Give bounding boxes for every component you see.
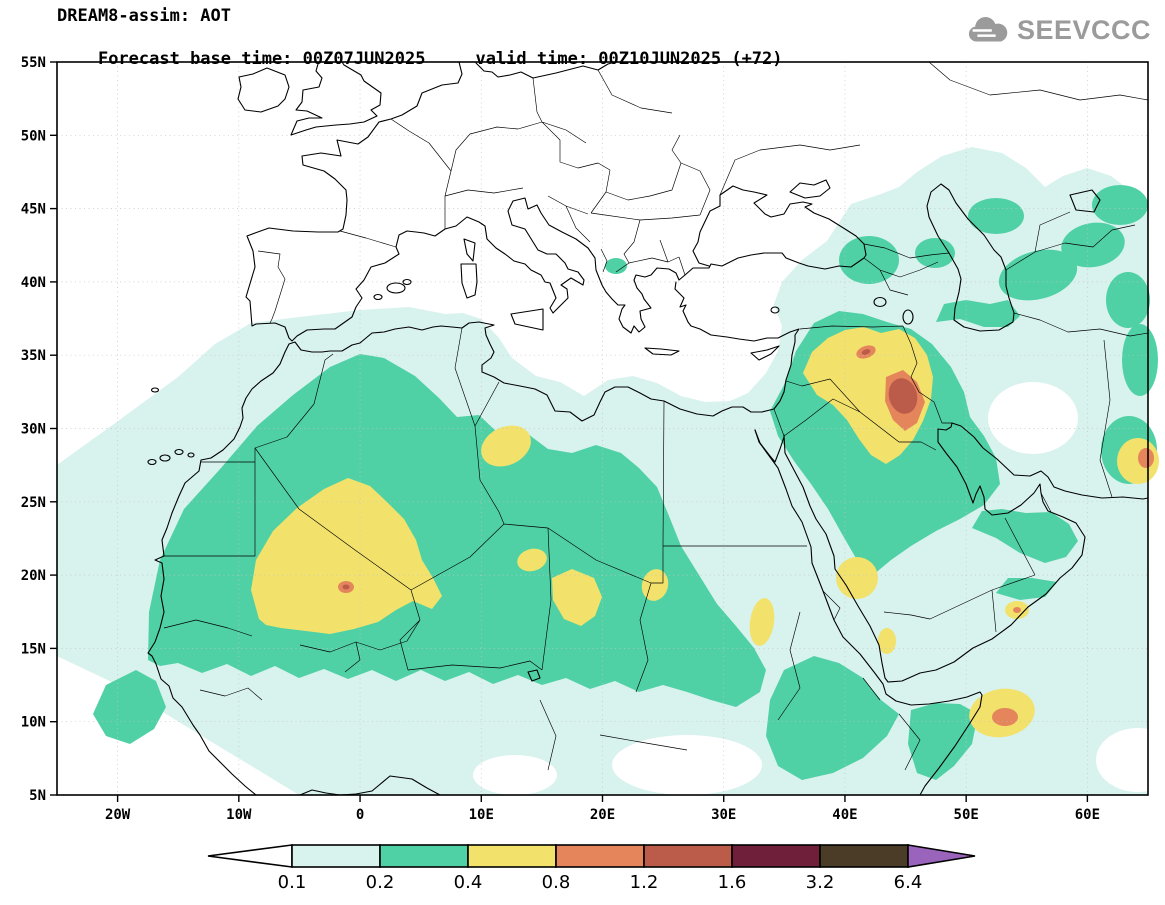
x-tick-label: 40E bbox=[832, 807, 857, 823]
colorbar-label: 0.4 bbox=[454, 872, 483, 893]
y-tick-label: 10N bbox=[21, 715, 46, 731]
aot-field bbox=[57, 147, 1165, 795]
x-tick-label: 10W bbox=[226, 807, 252, 823]
colorbar-segment bbox=[468, 845, 556, 867]
colorbar-segment bbox=[380, 845, 468, 867]
x-tick-label: 0 bbox=[356, 807, 364, 823]
colorbar-label: 3.2 bbox=[806, 872, 835, 893]
colorbar-right-arrow bbox=[908, 845, 975, 867]
y-tick-label: 45N bbox=[21, 202, 46, 218]
colorbar-label: 6.4 bbox=[894, 872, 923, 893]
colorbar-label: 0.8 bbox=[542, 872, 571, 893]
y-tick-label: 30N bbox=[21, 422, 46, 438]
colorbar-segment bbox=[820, 845, 908, 867]
x-tick-label: 50E bbox=[954, 807, 979, 823]
colorbar-label: 0.1 bbox=[278, 872, 307, 893]
x-tick-label: 30E bbox=[711, 807, 736, 823]
forecast-map: 20W 10W 0 10E 20E 30E 40E 50E 60E 5N 10N 15N 20N 25N 3… bbox=[0, 0, 1165, 905]
forecast-plot-page: DREAM8-assim: AOT Forecast base time: 00… bbox=[0, 0, 1165, 905]
colorbar-label: 0.2 bbox=[366, 872, 395, 893]
y-tick-label: 35N bbox=[21, 348, 46, 364]
colorbar-segment bbox=[292, 845, 380, 867]
y-tick-label: 25N bbox=[21, 495, 46, 511]
y-tick-label: 40N bbox=[21, 275, 46, 291]
y-tick-label: 5N bbox=[29, 788, 46, 804]
x-tick-label: 10E bbox=[469, 807, 494, 823]
y-tick-label: 20N bbox=[21, 568, 46, 584]
y-tick-label: 15N bbox=[21, 641, 46, 657]
x-tick-label: 20W bbox=[105, 807, 131, 823]
colorbar-segment bbox=[644, 845, 732, 867]
colorbar-segment bbox=[732, 845, 820, 867]
colorbar: 0.1 0.2 0.4 0.8 1.2 1.6 3.2 6.4 bbox=[208, 845, 975, 893]
y-tick-label: 55N bbox=[21, 55, 46, 71]
x-tick-label: 20E bbox=[590, 807, 615, 823]
colorbar-label: 1.2 bbox=[630, 872, 659, 893]
y-tick-label: 50N bbox=[21, 128, 46, 144]
colorbar-left-arrow bbox=[208, 845, 292, 867]
colorbar-segment bbox=[556, 845, 644, 867]
colorbar-label: 1.6 bbox=[718, 872, 747, 893]
x-tick-label: 60E bbox=[1075, 807, 1100, 823]
